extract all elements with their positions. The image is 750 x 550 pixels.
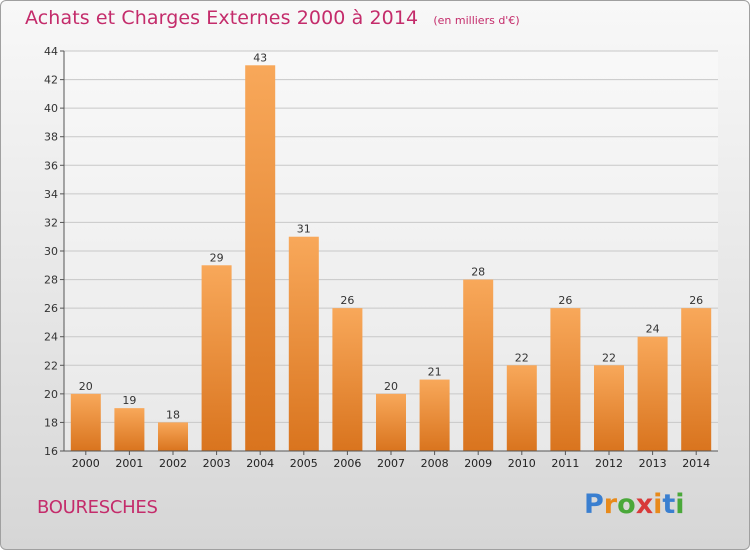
y-tick-label-34: 34 xyxy=(44,188,58,201)
logo-letter: t xyxy=(662,489,676,520)
x-tick-label-2013: 2013 xyxy=(639,457,667,470)
data-label-2010: 22 xyxy=(515,351,529,364)
bar-2012 xyxy=(594,365,624,451)
bar-2014 xyxy=(681,308,712,451)
x-tick-label-2003: 2003 xyxy=(203,457,231,470)
bar-2005 xyxy=(288,236,319,451)
data-label-2013: 24 xyxy=(646,323,660,336)
x-tick-label-2010: 2010 xyxy=(508,457,536,470)
bar-2006 xyxy=(332,308,363,451)
data-label-2011: 26 xyxy=(558,294,572,307)
y-tick-label-42: 42 xyxy=(44,74,58,87)
bar-2009 xyxy=(463,279,494,451)
data-label-2012: 22 xyxy=(602,351,616,364)
data-label-2004: 43 xyxy=(253,51,267,64)
logo-letter: i xyxy=(653,489,663,520)
y-tick-label-20: 20 xyxy=(44,388,58,401)
x-tick-label-2002: 2002 xyxy=(159,457,187,470)
bar-2000 xyxy=(70,393,101,451)
y-tick-label-44: 44 xyxy=(44,45,58,58)
logo-letter: r xyxy=(603,489,618,520)
data-label-2008: 21 xyxy=(428,366,442,379)
x-tick-label-2000: 2000 xyxy=(72,457,100,470)
data-label-2002: 18 xyxy=(166,408,180,421)
logo-letter: P xyxy=(584,489,604,520)
x-tick-label-2007: 2007 xyxy=(377,457,405,470)
y-tick-label-26: 26 xyxy=(44,302,58,315)
logo-letter: i xyxy=(675,489,685,520)
data-label-2007: 20 xyxy=(384,380,398,393)
data-label-2000: 20 xyxy=(79,380,93,393)
y-tick-label-16: 16 xyxy=(44,445,58,458)
x-tick-label-2005: 2005 xyxy=(290,457,318,470)
y-tick-label-28: 28 xyxy=(44,274,58,287)
x-tick-label-2014: 2014 xyxy=(682,457,710,470)
y-tick-label-22: 22 xyxy=(44,359,58,372)
bar-2007 xyxy=(376,393,406,451)
bar-2001 xyxy=(114,408,145,451)
logo-letter: x xyxy=(635,489,654,520)
chart-title: Achats et Charges Externes 2000 à 2014 xyxy=(25,7,419,29)
y-tick-label-30: 30 xyxy=(44,245,58,258)
data-label-2014: 26 xyxy=(689,294,703,307)
y-tick-label-18: 18 xyxy=(44,416,58,429)
x-tick-label-2012: 2012 xyxy=(595,457,623,470)
x-tick-label-2006: 2006 xyxy=(333,457,361,470)
data-label-2001: 19 xyxy=(122,394,136,407)
title-row: Achats et Charges Externes 2000 à 2014 (… xyxy=(25,7,520,29)
y-tick-label-32: 32 xyxy=(44,216,58,229)
data-label-2005: 31 xyxy=(297,223,311,236)
x-tick-label-2004: 2004 xyxy=(246,457,274,470)
x-tick-label-2011: 2011 xyxy=(551,457,579,470)
logo-letter: o xyxy=(617,489,636,520)
y-tick-label-36: 36 xyxy=(44,159,58,172)
chart-subtitle: (en milliers d'€) xyxy=(433,14,520,27)
bar-2011 xyxy=(550,308,581,451)
data-label-2006: 26 xyxy=(340,294,354,307)
bar-2010 xyxy=(506,365,537,451)
y-tick-label-40: 40 xyxy=(44,102,58,115)
bar-2002 xyxy=(158,422,188,451)
bar-2004 xyxy=(245,65,276,452)
y-tick-label-38: 38 xyxy=(44,131,58,144)
x-tick-label-2008: 2008 xyxy=(421,457,449,470)
data-label-2009: 28 xyxy=(471,266,485,279)
commune-name: BOURESCHES xyxy=(37,497,158,518)
y-tick-label-24: 24 xyxy=(44,331,58,344)
x-tick-label-2001: 2001 xyxy=(115,457,143,470)
bar-2013 xyxy=(637,336,668,451)
bar-2003 xyxy=(201,265,232,451)
x-tick-label-2009: 2009 xyxy=(464,457,492,470)
data-label-2003: 29 xyxy=(210,251,224,264)
bar-2008 xyxy=(419,379,450,451)
